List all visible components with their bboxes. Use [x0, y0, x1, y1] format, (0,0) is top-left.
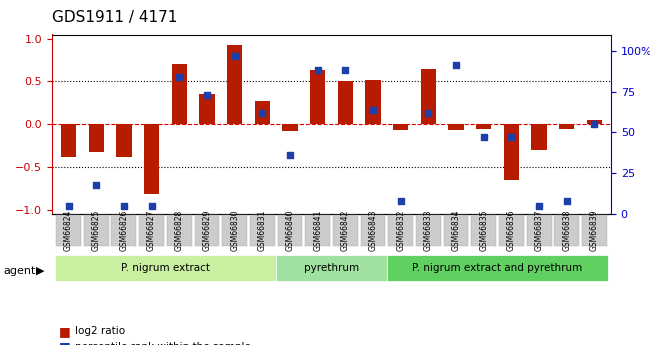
FancyBboxPatch shape: [361, 215, 385, 246]
Bar: [559, 124, 575, 129]
Point: [423, 110, 434, 116]
Text: GSM66841: GSM66841: [313, 210, 322, 251]
Text: GSM66827: GSM66827: [147, 210, 156, 251]
Text: GSM66825: GSM66825: [92, 210, 101, 251]
Bar: [532, 124, 547, 150]
FancyBboxPatch shape: [582, 215, 607, 246]
Bar: [393, 124, 408, 130]
Point: [589, 121, 599, 127]
FancyBboxPatch shape: [139, 215, 164, 246]
FancyBboxPatch shape: [387, 255, 608, 282]
FancyBboxPatch shape: [526, 215, 551, 246]
FancyBboxPatch shape: [416, 215, 441, 246]
FancyBboxPatch shape: [222, 215, 247, 246]
FancyBboxPatch shape: [112, 215, 136, 246]
Text: P. nigrum extract and pyrethrum: P. nigrum extract and pyrethrum: [412, 263, 582, 273]
Point: [174, 74, 185, 80]
Point: [478, 135, 489, 140]
Bar: [504, 124, 519, 180]
Text: GSM66835: GSM66835: [479, 209, 488, 251]
Bar: [116, 124, 131, 157]
Text: GSM66842: GSM66842: [341, 210, 350, 251]
Text: GSM66824: GSM66824: [64, 210, 73, 251]
Point: [202, 92, 212, 98]
Point: [119, 203, 129, 208]
FancyBboxPatch shape: [306, 215, 330, 246]
Point: [257, 110, 268, 116]
Bar: [282, 124, 298, 131]
Text: ▶: ▶: [36, 266, 44, 276]
Text: GSM66836: GSM66836: [507, 209, 516, 251]
Point: [451, 63, 462, 68]
Bar: [227, 45, 242, 124]
Text: GSM66826: GSM66826: [120, 210, 129, 251]
Text: GSM66833: GSM66833: [424, 209, 433, 251]
Text: pyrethrum: pyrethrum: [304, 263, 359, 273]
Text: GDS1911 / 4171: GDS1911 / 4171: [52, 10, 177, 25]
FancyBboxPatch shape: [276, 255, 387, 282]
Bar: [310, 70, 325, 124]
Point: [146, 203, 157, 208]
Bar: [88, 124, 104, 151]
Text: GSM66837: GSM66837: [534, 209, 543, 251]
FancyBboxPatch shape: [554, 215, 579, 246]
FancyBboxPatch shape: [278, 215, 302, 246]
FancyBboxPatch shape: [55, 255, 276, 282]
Bar: [476, 124, 491, 129]
Bar: [61, 124, 76, 157]
FancyBboxPatch shape: [194, 215, 220, 246]
Point: [534, 203, 544, 208]
Text: GSM66831: GSM66831: [258, 210, 266, 251]
Bar: [421, 69, 436, 124]
Text: GSM66839: GSM66839: [590, 209, 599, 251]
Bar: [338, 81, 353, 124]
Bar: [587, 120, 602, 124]
Point: [229, 53, 240, 58]
Point: [506, 135, 517, 140]
Text: ■: ■: [58, 325, 70, 338]
Point: [340, 68, 350, 73]
FancyBboxPatch shape: [84, 215, 109, 246]
Text: GSM66832: GSM66832: [396, 210, 405, 251]
Point: [285, 152, 295, 158]
Text: GSM66834: GSM66834: [452, 209, 461, 251]
FancyBboxPatch shape: [167, 215, 192, 246]
Text: agent: agent: [3, 266, 36, 276]
Bar: [200, 94, 214, 124]
Text: log2 ratio: log2 ratio: [75, 326, 125, 336]
FancyBboxPatch shape: [388, 215, 413, 246]
Point: [91, 182, 101, 187]
FancyBboxPatch shape: [499, 215, 524, 246]
Text: GSM66843: GSM66843: [369, 209, 378, 251]
Text: GSM66829: GSM66829: [202, 210, 211, 251]
FancyBboxPatch shape: [56, 215, 81, 246]
FancyBboxPatch shape: [471, 215, 496, 246]
Text: GSM66838: GSM66838: [562, 210, 571, 251]
Text: GSM66840: GSM66840: [285, 209, 294, 251]
FancyBboxPatch shape: [250, 215, 275, 246]
Text: GSM66828: GSM66828: [175, 210, 184, 251]
Text: GSM66830: GSM66830: [230, 209, 239, 251]
Text: ■: ■: [58, 340, 70, 345]
Text: percentile rank within the sample: percentile rank within the sample: [75, 342, 251, 345]
Point: [313, 68, 323, 73]
Bar: [448, 124, 463, 130]
Text: P. nigrum extract: P. nigrum extract: [121, 263, 210, 273]
FancyBboxPatch shape: [333, 215, 358, 246]
Bar: [144, 124, 159, 194]
FancyBboxPatch shape: [443, 215, 469, 246]
Bar: [365, 80, 381, 124]
Bar: [172, 65, 187, 124]
Point: [562, 198, 572, 204]
Point: [64, 203, 74, 208]
Point: [368, 107, 378, 112]
Bar: [255, 101, 270, 124]
Point: [395, 198, 406, 204]
